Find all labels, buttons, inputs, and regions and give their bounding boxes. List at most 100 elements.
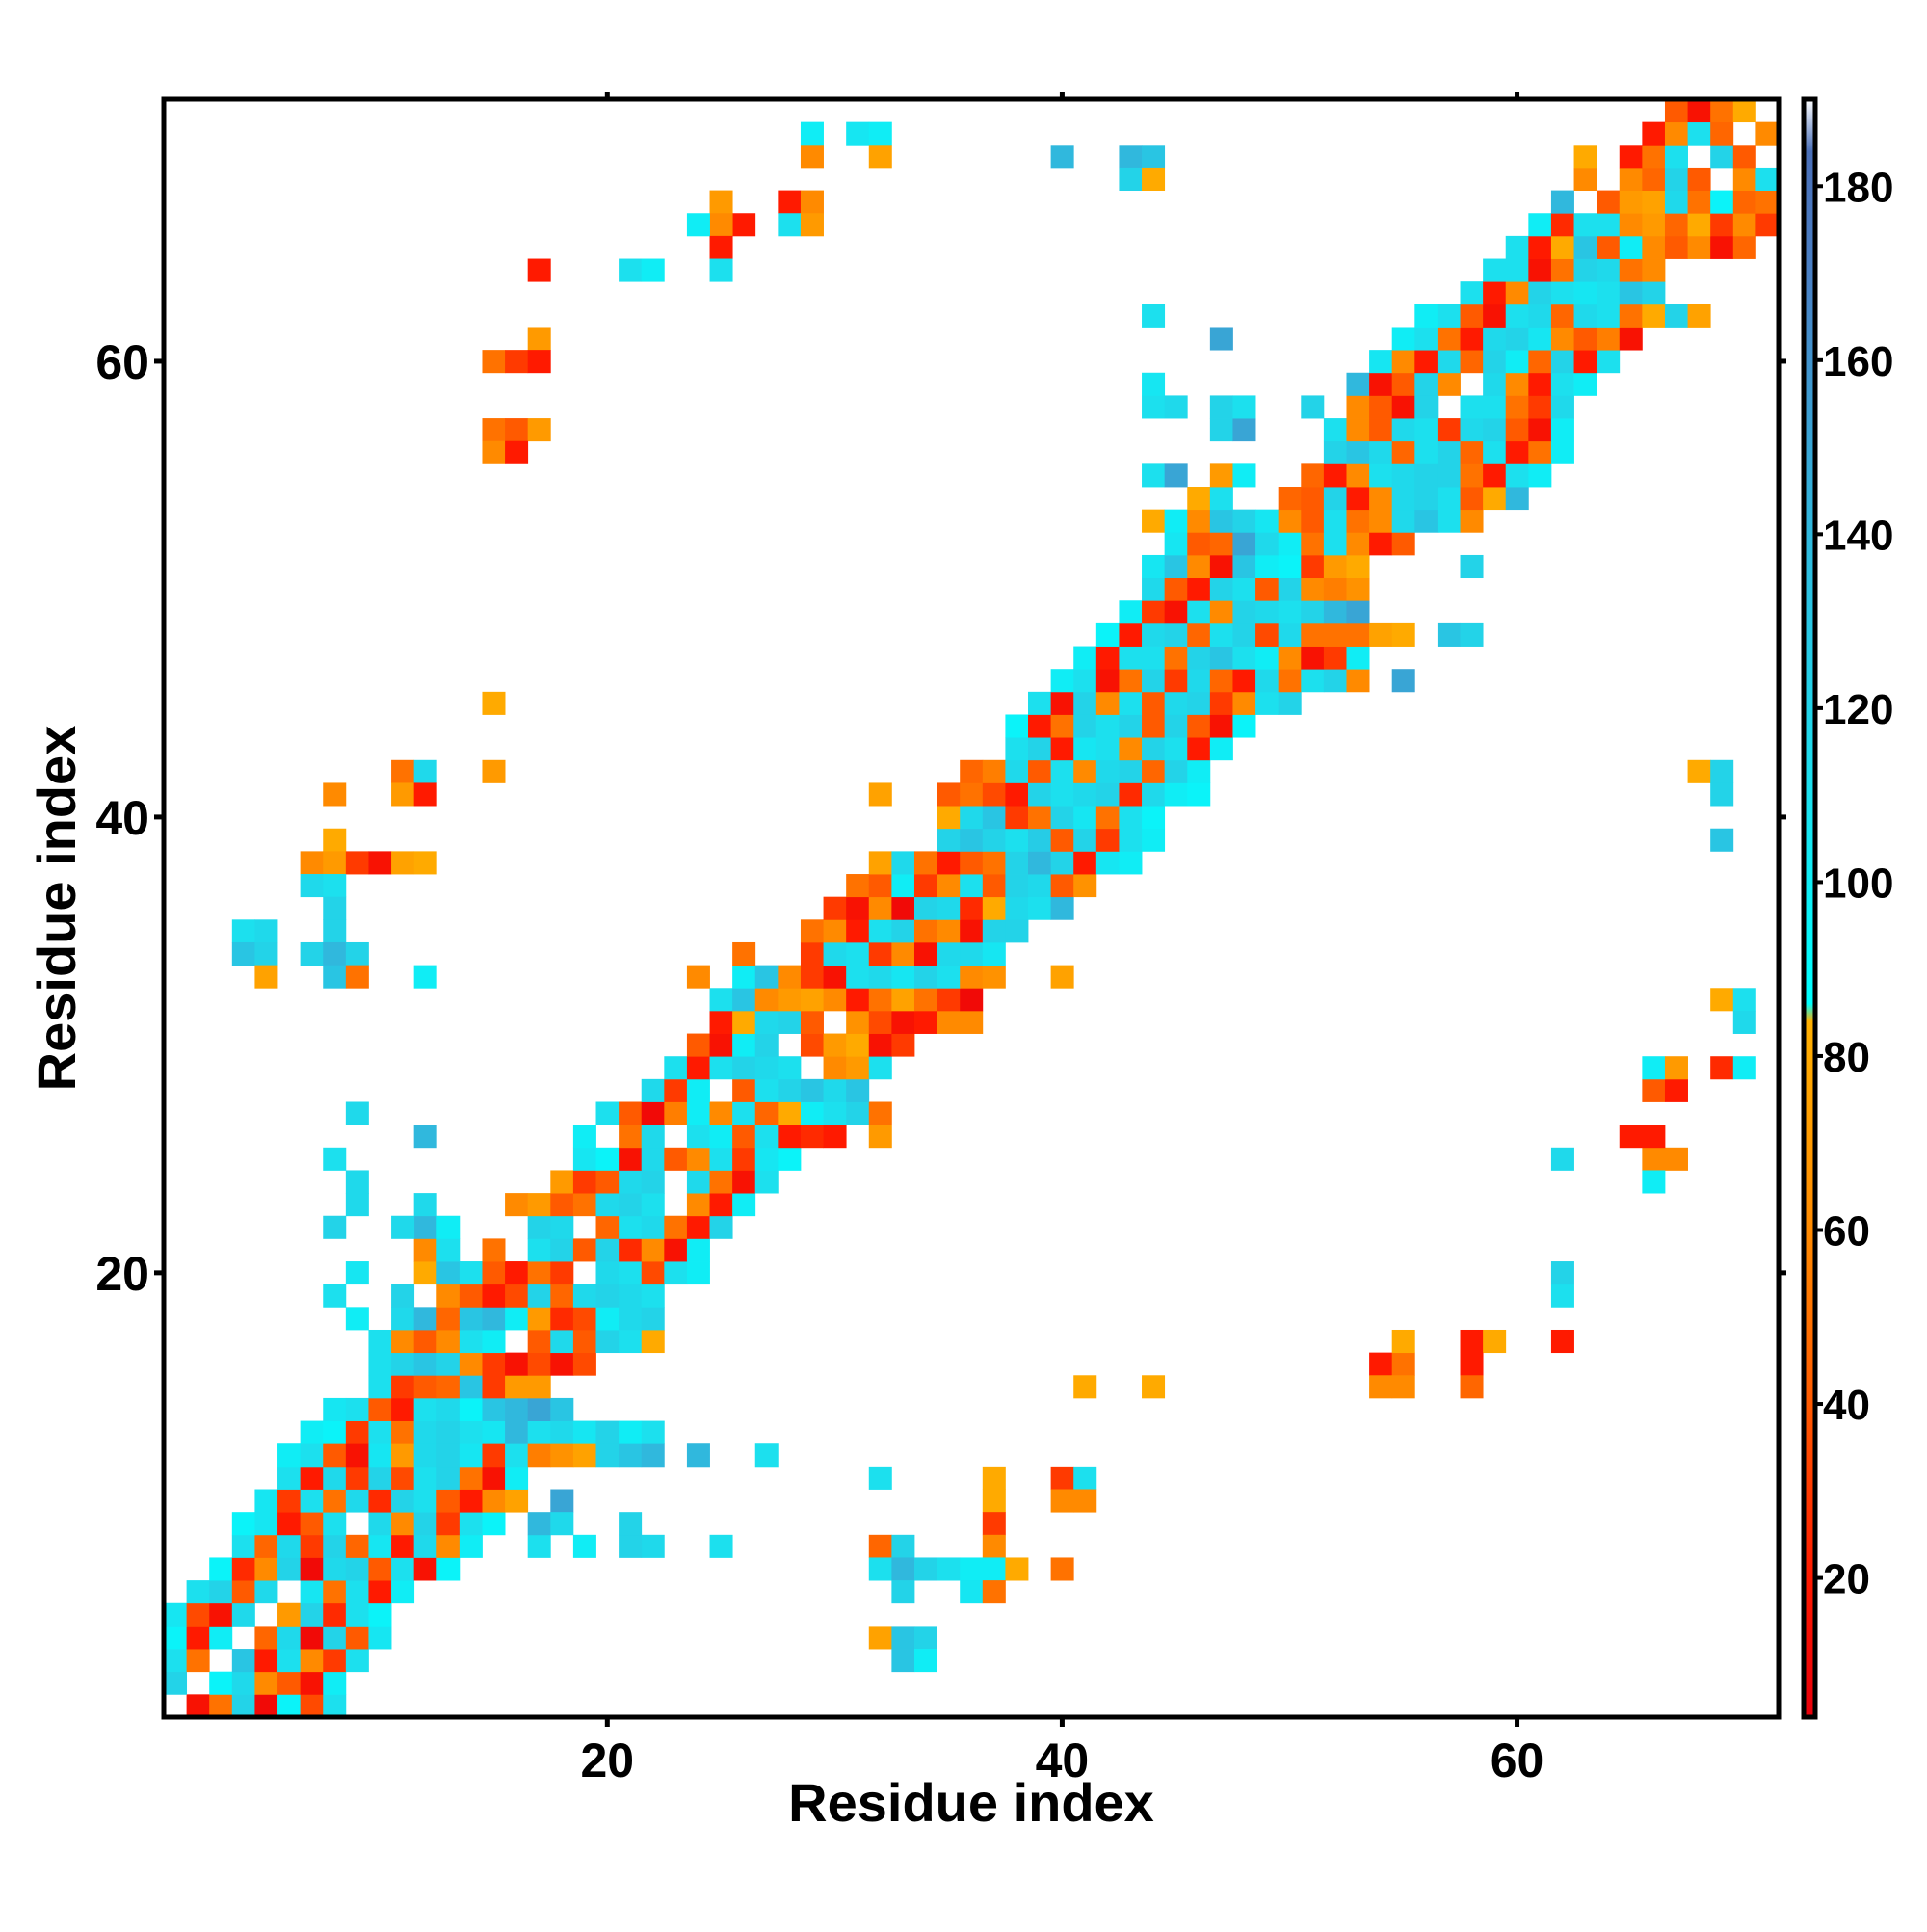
heatmap-cell bbox=[1301, 463, 1325, 488]
heatmap-cell bbox=[482, 1512, 506, 1536]
heatmap-cell bbox=[345, 1420, 369, 1444]
heatmap-cell bbox=[709, 213, 733, 237]
heatmap-cell bbox=[1732, 235, 1756, 259]
heatmap-cell bbox=[1391, 395, 1415, 419]
heatmap-cell bbox=[391, 1466, 415, 1490]
heatmap-cell bbox=[1550, 235, 1574, 259]
heatmap-cell bbox=[1619, 235, 1643, 259]
heatmap-cell bbox=[1209, 737, 1233, 761]
heatmap-cell bbox=[732, 1193, 756, 1217]
heatmap-cell bbox=[982, 782, 1006, 807]
heatmap-cell bbox=[277, 1534, 302, 1558]
x-tick-label: 60 bbox=[1491, 1734, 1544, 1787]
heatmap-cell bbox=[891, 1033, 915, 1057]
heatmap-cell bbox=[595, 1101, 620, 1125]
heatmap-cell bbox=[1391, 532, 1415, 556]
heatmap-cell bbox=[732, 1056, 756, 1080]
heatmap-cell bbox=[413, 1375, 437, 1399]
heatmap-cell bbox=[1142, 372, 1166, 396]
heatmap-cell bbox=[1095, 646, 1120, 670]
heatmap-cell bbox=[459, 1307, 483, 1331]
heatmap-cell bbox=[595, 1261, 620, 1285]
heatmap-cell bbox=[254, 1694, 278, 1718]
heatmap-cell bbox=[254, 1557, 278, 1581]
heatmap-cell bbox=[527, 1420, 551, 1444]
heatmap-cell bbox=[868, 851, 892, 875]
heatmap-cell bbox=[1028, 714, 1052, 738]
heatmap-cell bbox=[1687, 759, 1711, 783]
heatmap-cell bbox=[1323, 669, 1347, 693]
heatmap-cell bbox=[1095, 622, 1120, 647]
heatmap-cell bbox=[300, 874, 324, 898]
heatmap-cell bbox=[1710, 190, 1734, 214]
heatmap-cell bbox=[1391, 1329, 1415, 1354]
heatmap-cell bbox=[1278, 600, 1302, 624]
heatmap-cell bbox=[550, 1397, 574, 1421]
heatmap-cell bbox=[527, 1193, 551, 1217]
heatmap-cell bbox=[1597, 258, 1621, 282]
heatmap-cell bbox=[482, 1466, 506, 1490]
heatmap-cell bbox=[231, 941, 255, 966]
heatmap-cell bbox=[1232, 691, 1256, 715]
heatmap-cell bbox=[982, 759, 1006, 783]
heatmap-cell bbox=[754, 1443, 779, 1468]
heatmap-cell bbox=[1187, 622, 1211, 647]
heatmap-cell bbox=[1142, 782, 1166, 807]
heatmap-cell bbox=[1460, 1329, 1484, 1354]
heatmap-cell bbox=[277, 1466, 302, 1490]
heatmap-cell bbox=[664, 1215, 688, 1239]
heatmap-cell bbox=[1050, 669, 1074, 693]
heatmap-cell bbox=[1528, 235, 1552, 259]
heatmap-cell bbox=[1414, 463, 1439, 488]
heatmap-cell bbox=[254, 1649, 278, 1673]
heatmap-cell bbox=[277, 1649, 302, 1673]
heatmap-cell bbox=[505, 1466, 529, 1490]
heatmap-cell bbox=[1550, 190, 1574, 214]
heatmap-cell bbox=[505, 1352, 529, 1376]
heatmap-cell bbox=[619, 258, 643, 282]
heatmap-cell bbox=[1187, 554, 1211, 579]
heatmap-cell bbox=[732, 1033, 756, 1057]
heatmap-cell bbox=[1278, 646, 1302, 670]
heatmap-cell bbox=[1597, 281, 1621, 305]
heatmap-cell bbox=[550, 1420, 574, 1444]
heatmap-cell bbox=[1323, 487, 1347, 511]
colorbar-tick-label: 100 bbox=[1823, 860, 1893, 907]
heatmap-cell bbox=[277, 1443, 302, 1468]
heatmap-cell bbox=[1209, 622, 1233, 647]
heatmap-cell bbox=[1278, 622, 1302, 647]
heatmap-cell bbox=[891, 1649, 915, 1673]
heatmap-cell bbox=[686, 1193, 710, 1217]
heatmap-cell bbox=[1346, 554, 1370, 579]
heatmap-cell bbox=[1209, 327, 1233, 351]
heatmap-cell bbox=[368, 1602, 392, 1627]
heatmap-cell bbox=[505, 1489, 529, 1513]
heatmap-cell bbox=[1187, 714, 1211, 738]
heatmap-cell bbox=[482, 440, 506, 464]
heatmap-cell bbox=[1414, 487, 1439, 511]
heatmap-cell bbox=[754, 965, 779, 989]
heatmap-cell bbox=[1346, 532, 1370, 556]
heatmap-cell bbox=[1142, 646, 1166, 670]
heatmap-cell bbox=[1005, 874, 1029, 898]
heatmap-cell bbox=[1095, 782, 1120, 807]
heatmap-cell bbox=[1550, 418, 1574, 442]
heatmap-cell bbox=[641, 1147, 665, 1171]
heatmap-cell bbox=[1209, 463, 1233, 488]
heatmap-cell bbox=[345, 1602, 369, 1627]
heatmap-cell bbox=[231, 1602, 255, 1627]
heatmap-cell bbox=[732, 988, 756, 1012]
heatmap-cell bbox=[1619, 327, 1643, 351]
heatmap-cell bbox=[1164, 622, 1188, 647]
heatmap-cell bbox=[1528, 304, 1552, 328]
heatmap-cell bbox=[254, 1671, 278, 1695]
heatmap-cell bbox=[1232, 646, 1256, 670]
heatmap-cell bbox=[1095, 759, 1120, 783]
heatmap-cell bbox=[527, 1307, 551, 1331]
heatmap-cell bbox=[1710, 782, 1734, 807]
heatmap-cell bbox=[436, 1352, 461, 1376]
heatmap-cell bbox=[1187, 646, 1211, 670]
heatmap-cell bbox=[1209, 554, 1233, 579]
heatmap-cell bbox=[391, 1443, 415, 1468]
heatmap-cell bbox=[664, 1147, 688, 1171]
